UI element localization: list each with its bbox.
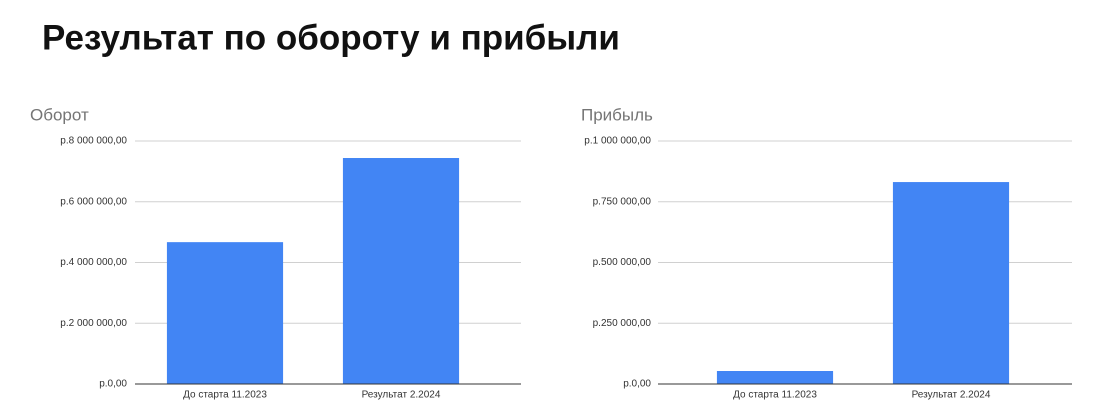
y-tick-label: р.2 000 000,00 [60,318,127,329]
y-tick-label: р.250 000,00 [593,318,652,329]
page-title: Результат по обороту и прибыли [42,18,620,57]
y-tick-label: р.4 000 000,00 [60,257,127,268]
x-tick-label: Результат 2.2024 [912,390,991,401]
y-tick-label: р.0,00 [623,379,651,390]
bar [166,242,284,384]
y-tick-label: р.500 000,00 [593,257,652,268]
y-tick-label: р.6 000 000,00 [60,196,127,207]
bar [892,182,1010,384]
y-tick-label: р.8 000 000,00 [60,136,127,147]
y-tick-label: р.750 000,00 [593,196,652,207]
x-tick-label: До старта 11.2023 [183,390,267,401]
bar [716,370,834,384]
y-tick-label: р.1 000 000,00 [584,136,651,147]
chart-title: Оборот [30,105,89,124]
bar [342,158,460,384]
x-tick-label: Результат 2.2024 [362,390,441,401]
x-tick-label: До старта 11.2023 [733,390,817,401]
y-tick-label: р.0,00 [99,379,127,390]
chart-title: Прибыль [581,105,653,124]
